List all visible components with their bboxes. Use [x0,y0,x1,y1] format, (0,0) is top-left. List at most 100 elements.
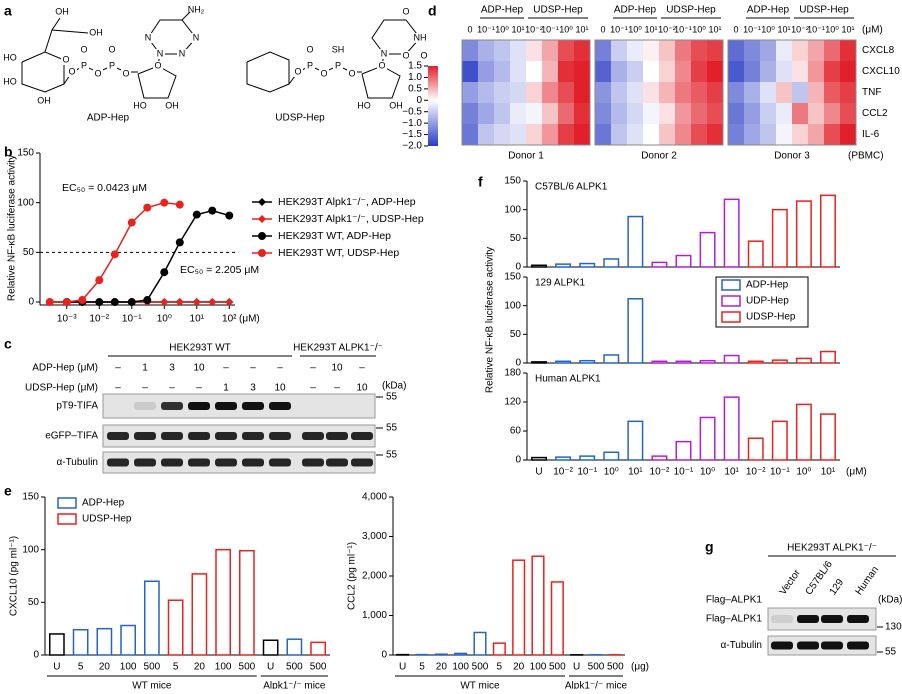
legend-label: ADP-Hep [746,280,789,291]
column-label: 10⁻¹ [807,24,825,34]
molecule-name: UDSP-Hep [275,113,325,124]
column-label: 10⁰ [692,24,706,34]
atom-label: OH [55,6,69,16]
legend-marker [258,232,266,240]
heatmap-cell [558,40,574,61]
molecule-name: ADP-Hep [87,113,130,124]
colorbar-label: 1.5 [408,61,422,72]
band [326,432,348,440]
legend-label: HEK293T Alpk1⁻/⁻, ADP-Hep [278,196,416,208]
heatmap-cell [808,103,824,124]
x-tick-label: 500 [310,662,327,673]
atom-label: OH [37,95,51,105]
bar [676,361,690,363]
x-tick-label: 100 [215,662,232,673]
heatmap-cell [478,103,494,124]
column-label: 10⁰ [495,24,509,34]
heatmap-cell [808,124,824,145]
lane-label: 10 [331,363,343,374]
column-label: 10⁻¹ [610,24,628,34]
y-tick-label: 0 [381,650,387,661]
marker-label: 130 [885,622,902,633]
x-tick-label: 10² [222,314,237,325]
bar [652,262,666,267]
colorbar-label: −2.0 [402,141,422,152]
band [161,402,183,410]
atom-label: N [145,32,152,42]
atom-label: N [381,48,388,58]
heatmap-cell [574,82,590,103]
blot-header: HEK293T WT [169,343,231,354]
heatmap-cell [792,61,808,82]
blot-label: eGFP–TIFA [45,431,98,442]
y-tick-label: 120 [504,397,521,408]
x-tick-label: 5 [78,662,84,673]
heatmap-cell [824,82,840,103]
row-label: CCL2 [862,108,888,119]
bar [216,550,230,655]
x-tick-label: U [399,662,406,673]
point [176,201,184,209]
heatmap-cell [744,82,760,103]
heatmap-cell [792,82,808,103]
x-tick-label: 5 [173,662,179,673]
heatmap-cell [510,82,526,103]
heatmap-cell [840,103,856,124]
legend-swatch [722,312,740,322]
heatmap-cell [558,103,574,124]
group-label: ADP-Hep [614,5,657,16]
x-tick-label: 10⁻¹ [122,314,142,325]
column-label: 10⁻¹ [743,24,761,34]
bar [556,457,570,460]
heatmap-cell [776,103,792,124]
x-unit: (μM) [239,314,260,325]
heatmap-cell [510,103,526,124]
x-unit: (μM) [846,467,867,478]
colorbar-label: 0.5 [408,83,422,94]
heatmap-cell [728,61,744,82]
x-tick-label: 10⁰ [604,467,619,478]
band [269,402,291,410]
bar [580,361,594,363]
band [188,432,210,440]
bar [580,264,594,267]
x-tick-label: 10¹ [821,467,836,478]
heatmap-cell [776,61,792,82]
heatmap-cell [728,40,744,61]
bar [240,551,254,655]
column-label: 10¹ [777,24,790,34]
row-label: CXCL8 [862,45,895,56]
point [193,211,201,219]
bar [700,417,714,460]
heatmap-cell [542,82,558,103]
bond [372,20,420,66]
bar [494,643,506,655]
band [797,642,819,650]
y-tick-label: 50 [28,597,40,608]
lane-label: – [169,383,175,394]
heatmap-cell [824,124,840,145]
x-tick-label: U [53,662,60,673]
column-title: Flag–ALPK1 [706,595,763,606]
x-tick-label: 20 [99,662,111,673]
bar [532,362,546,363]
bar [145,581,159,655]
heatmap-cell [558,61,574,82]
column-label: Human [854,565,882,598]
point [208,207,216,215]
chart-title: Human ALPK1 [535,374,601,385]
bar [797,201,811,267]
panel-label: a [4,3,12,19]
column-label: 10¹ [575,24,588,34]
atom-label: O [108,44,115,54]
bar [169,600,183,655]
heatmap-cell [840,82,856,103]
heatmap-cell [574,40,590,61]
panel-name: Donor 3 [774,151,810,162]
atom-label: O [294,66,301,76]
heatmap-cell [611,61,627,82]
bar [821,414,835,460]
column-label: 0 [467,24,472,34]
heatmap-cell [824,61,840,82]
atom-label: P [307,60,313,70]
